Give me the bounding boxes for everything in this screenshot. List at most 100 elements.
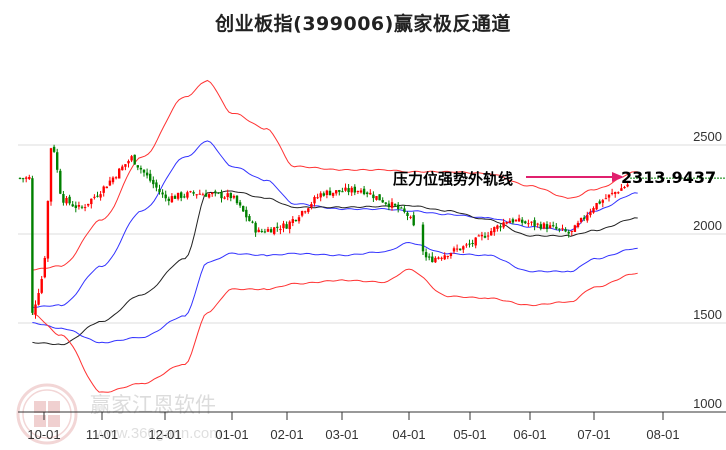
- candle-body: [235, 195, 239, 204]
- candle-body: [502, 222, 505, 228]
- candle-body: [43, 257, 46, 278]
- candle-body: [347, 188, 350, 193]
- y-tick-label: 1500: [693, 307, 722, 322]
- candle-body: [136, 165, 139, 168]
- candle-body: [409, 216, 412, 218]
- candle-body: [614, 192, 617, 194]
- candle-body: [604, 198, 608, 200]
- candle-body: [583, 217, 586, 219]
- candle-body: [245, 209, 248, 218]
- candle-body: [617, 192, 620, 194]
- x-tick-label: 10-01: [27, 427, 60, 442]
- candle-body: [378, 194, 381, 201]
- candle-body: [462, 246, 465, 250]
- candle-body: [260, 230, 263, 232]
- arrow-head-icon: [612, 172, 624, 182]
- x-tick-label: 03-01: [325, 427, 358, 442]
- candle-body: [207, 194, 211, 198]
- candle-body: [421, 224, 425, 252]
- candle-body: [155, 182, 158, 188]
- candle-body: [403, 208, 406, 212]
- candle-body: [49, 148, 53, 202]
- candle-body: [446, 256, 449, 258]
- y-tick-label: 1000: [693, 396, 722, 411]
- candle-body: [149, 173, 152, 181]
- candle-body: [223, 197, 226, 199]
- candle-body: [62, 194, 65, 203]
- candle-body: [486, 235, 490, 237]
- candle-body: [21, 178, 25, 180]
- candle-body: [217, 192, 220, 194]
- candle-body: [570, 230, 573, 232]
- candle-body: [313, 197, 316, 204]
- candle-body: [468, 243, 471, 245]
- candle-body: [350, 187, 353, 193]
- watermark-brand: 赢家江恩软件: [90, 393, 216, 417]
- candle-body: [440, 257, 443, 259]
- candle-body: [412, 215, 415, 226]
- candle-body: [452, 248, 456, 252]
- candle-body: [397, 204, 400, 209]
- candle-body: [254, 222, 257, 233]
- candle-body: [282, 223, 285, 229]
- candle-body: [353, 186, 356, 193]
- candle-body: [434, 257, 437, 263]
- candle-body: [366, 192, 369, 195]
- candle-body: [176, 192, 180, 199]
- candle-body: [564, 229, 567, 232]
- candle-body: [90, 198, 93, 205]
- y-tick-label: 2500: [693, 129, 722, 144]
- candle-body: [598, 201, 601, 204]
- candle-body: [533, 220, 536, 226]
- candle-body: [505, 222, 508, 224]
- candle-body: [536, 223, 539, 225]
- candle-body: [273, 227, 276, 234]
- candle-body: [257, 229, 260, 233]
- candle-body: [192, 192, 195, 194]
- candle-body: [428, 256, 431, 258]
- candle-body: [139, 167, 143, 170]
- candle-body: [555, 226, 558, 229]
- candle-body: [276, 226, 279, 228]
- candle-body: [595, 203, 598, 210]
- candle-body: [121, 166, 124, 171]
- candle-body: [294, 219, 298, 221]
- candle-body: [586, 215, 589, 221]
- watermark-url: www.360gann.com: [94, 425, 222, 442]
- candle-body: [263, 231, 267, 233]
- candle-body: [567, 231, 570, 234]
- candle-body: [341, 191, 344, 193]
- candle-body: [83, 207, 87, 209]
- candle-body: [31, 178, 34, 313]
- candle-body: [189, 191, 192, 193]
- candle-body: [592, 208, 595, 213]
- candle-body: [477, 235, 480, 237]
- candle-body: [269, 229, 273, 233]
- candle-body: [359, 190, 363, 193]
- candle-body: [59, 170, 62, 194]
- candle-body: [626, 184, 629, 187]
- candle-body: [375, 196, 378, 200]
- candle-body: [288, 221, 291, 230]
- candle-body: [161, 192, 164, 195]
- candle-body: [251, 221, 254, 223]
- candle-body: [545, 224, 549, 230]
- x-tick-label: 05-01: [453, 427, 486, 442]
- candle-body: [511, 219, 515, 223]
- candle-body: [381, 200, 384, 203]
- candle-body: [145, 172, 149, 176]
- candle-body: [601, 200, 604, 203]
- candle-body: [328, 190, 332, 196]
- candle-body: [465, 244, 468, 246]
- candle-body: [232, 195, 236, 198]
- x-tick-label: 07-01: [577, 427, 610, 442]
- candle-body: [56, 152, 59, 170]
- candle-body: [620, 188, 623, 191]
- candle-body: [211, 192, 214, 195]
- candle-body: [558, 228, 561, 230]
- candle-body: [229, 192, 232, 199]
- candle-body: [539, 224, 542, 229]
- candle-body: [87, 203, 90, 206]
- x-tick-label: 06-01: [513, 427, 546, 442]
